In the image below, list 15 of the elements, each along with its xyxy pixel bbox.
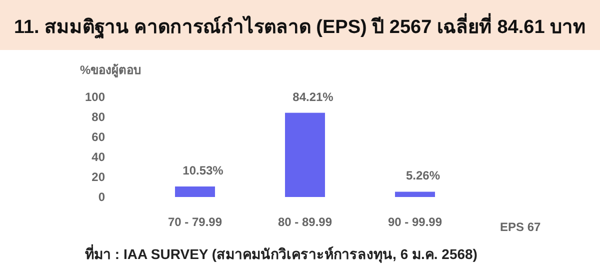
xtick: 70 - 79.99 [168, 215, 222, 229]
ylabel: %ของผู้ตอบ [80, 63, 142, 77]
ytick: 100 [84, 90, 105, 104]
data-label: 10.53% [182, 163, 224, 178]
data-label: 84.21% [292, 90, 334, 104]
ytick: 80 [92, 110, 105, 124]
xlabel: EPS 67 [500, 220, 541, 234]
annotation: ที่มา : IAA SURVEY (สมาคมนักวิเคราะห์การลงทุน, 6 ม.ค. 2568) [85, 246, 478, 262]
ytick: 0 [98, 190, 105, 204]
xtick: 90 - 99.99 [388, 215, 442, 229]
xtick: 80 - 89.99 [278, 215, 332, 229]
data-label: 5.26% [406, 168, 440, 183]
ytick: 20 [92, 170, 105, 184]
ytick: 40 [92, 150, 105, 164]
ytick: 60 [92, 130, 105, 144]
